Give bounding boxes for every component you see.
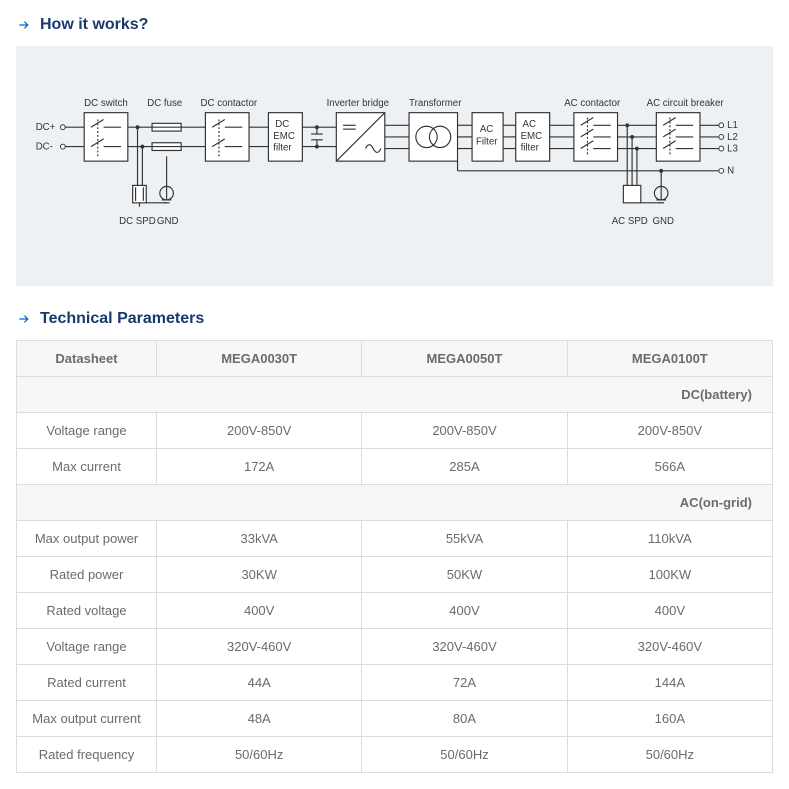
cell: 30KW	[157, 557, 362, 593]
row-label: Max output power	[17, 521, 157, 557]
svg-text:Inverter bridge: Inverter bridge	[327, 98, 389, 109]
cell: 172A	[157, 449, 362, 485]
svg-text:GND: GND	[157, 216, 179, 227]
table-row: Voltage range 200V-850V 200V-850V 200V-8…	[17, 413, 773, 449]
table-row: Rated frequency 50/60Hz 50/60Hz 50/60Hz	[17, 737, 773, 773]
svg-text:Transformer: Transformer	[409, 98, 462, 109]
spec-table: Datasheet MEGA0030T MEGA0050T MEGA0100T …	[16, 340, 773, 773]
arrow-right-icon	[16, 17, 32, 33]
svg-text:AC: AC	[523, 119, 536, 130]
section-dc-title: DC(battery)	[17, 377, 773, 413]
row-label: Voltage range	[17, 413, 157, 449]
row-label: Max current	[17, 449, 157, 485]
svg-text:filter: filter	[273, 142, 292, 153]
svg-text:filter: filter	[521, 142, 540, 153]
table-row: Max output current 48A 80A 160A	[17, 701, 773, 737]
cell: 200V-850V	[567, 413, 772, 449]
svg-text:Filter: Filter	[476, 137, 498, 148]
table-row: Rated power 30KW 50KW 100KW	[17, 557, 773, 593]
svg-text:DC switch: DC switch	[84, 98, 128, 109]
cell: 566A	[567, 449, 772, 485]
table-row: Rated current 44A 72A 144A	[17, 665, 773, 701]
row-label: Rated frequency	[17, 737, 157, 773]
cell: 320V-460V	[567, 629, 772, 665]
svg-text:AC contactor: AC contactor	[564, 98, 621, 109]
cell: 110kVA	[567, 521, 772, 557]
table-header-row: Datasheet MEGA0030T MEGA0050T MEGA0100T	[17, 341, 773, 377]
cell: 72A	[362, 665, 567, 701]
svg-text:AC circuit breaker: AC circuit breaker	[647, 98, 725, 109]
svg-text:L2: L2	[727, 132, 738, 143]
svg-text:GND: GND	[652, 216, 674, 227]
section-title: Technical Parameters	[40, 310, 204, 328]
table-row: Max output power 33kVA 55kVA 110kVA	[17, 521, 773, 557]
cell: 100KW	[567, 557, 772, 593]
cell: 160A	[567, 701, 772, 737]
section-ac-title: AC(on-grid)	[17, 485, 773, 521]
svg-text:DC contactor: DC contactor	[201, 98, 258, 109]
cell: 55kVA	[362, 521, 567, 557]
cell: 400V	[567, 593, 772, 629]
row-label: Rated power	[17, 557, 157, 593]
row-label: Rated voltage	[17, 593, 157, 629]
svg-text:AC SPD: AC SPD	[612, 216, 648, 227]
cell: 200V-850V	[362, 413, 567, 449]
cell: 320V-460V	[157, 629, 362, 665]
diagram-svg: DC+ DC- DC switch DC fuse DC SPD	[26, 66, 763, 266]
circuit-diagram: DC+ DC- DC switch DC fuse DC SPD	[16, 46, 773, 286]
row-label: Rated current	[17, 665, 157, 701]
section-header-how-it-works: How it works?	[16, 16, 773, 34]
table-row: Rated voltage 400V 400V 400V	[17, 593, 773, 629]
cell: 44A	[157, 665, 362, 701]
col-model-2: MEGA0050T	[362, 341, 567, 377]
cell: 80A	[362, 701, 567, 737]
section-dc: DC(battery)	[17, 377, 773, 413]
cell: 50/60Hz	[567, 737, 772, 773]
cell: 48A	[157, 701, 362, 737]
section-title: How it works?	[40, 16, 148, 34]
cell: 50/60Hz	[157, 737, 362, 773]
cell: 144A	[567, 665, 772, 701]
section-header-tech-params: Technical Parameters	[16, 310, 773, 328]
cell: 285A	[362, 449, 567, 485]
col-model-1: MEGA0030T	[157, 341, 362, 377]
svg-text:L1: L1	[727, 120, 738, 131]
row-label: Voltage range	[17, 629, 157, 665]
cell: 33kVA	[157, 521, 362, 557]
row-label: Max output current	[17, 701, 157, 737]
svg-text:EMC: EMC	[521, 131, 543, 142]
svg-text:N: N	[727, 166, 734, 177]
svg-text:DC fuse: DC fuse	[147, 98, 182, 109]
cell: 200V-850V	[157, 413, 362, 449]
table-row: Voltage range 320V-460V 320V-460V 320V-4…	[17, 629, 773, 665]
cell: 50KW	[362, 557, 567, 593]
col-model-3: MEGA0100T	[567, 341, 772, 377]
cell: 50/60Hz	[362, 737, 567, 773]
section-ac: AC(on-grid)	[17, 485, 773, 521]
col-datasheet: Datasheet	[17, 341, 157, 377]
svg-text:DC: DC	[275, 119, 289, 130]
table-row: Max current 172A 285A 566A	[17, 449, 773, 485]
arrow-right-icon	[16, 311, 32, 327]
cell: 320V-460V	[362, 629, 567, 665]
cell: 400V	[362, 593, 567, 629]
cell: 400V	[157, 593, 362, 629]
svg-text:DC+: DC+	[36, 122, 56, 133]
svg-text:DC-: DC-	[36, 142, 53, 153]
svg-text:AC: AC	[480, 124, 493, 135]
svg-text:L3: L3	[727, 143, 738, 154]
svg-text:EMC: EMC	[273, 131, 295, 142]
svg-text:DC SPD: DC SPD	[119, 216, 156, 227]
